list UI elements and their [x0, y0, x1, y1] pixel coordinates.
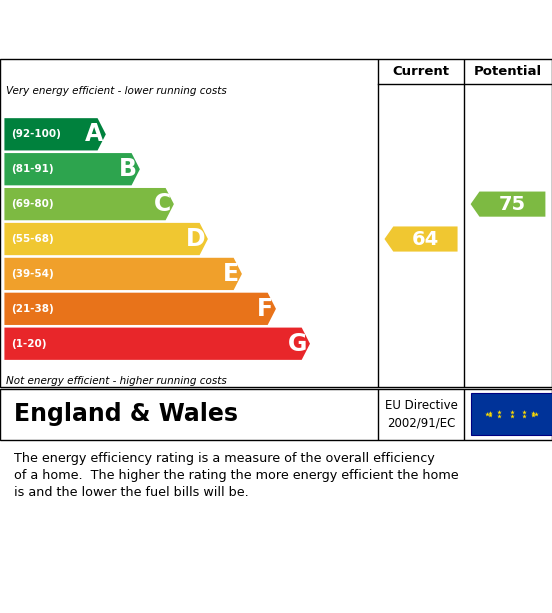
Text: The energy efficiency rating is a measure of the overall efficiency
of a home.  : The energy efficiency rating is a measur…	[14, 452, 458, 499]
Text: England & Wales: England & Wales	[14, 402, 238, 426]
Text: (21-38): (21-38)	[11, 304, 54, 314]
Polygon shape	[4, 153, 140, 185]
Polygon shape	[384, 226, 458, 251]
Text: (69-80): (69-80)	[11, 199, 54, 209]
Polygon shape	[4, 188, 174, 220]
Text: (81-91): (81-91)	[11, 164, 54, 174]
Text: E: E	[223, 262, 239, 286]
Polygon shape	[4, 292, 276, 325]
Text: A: A	[85, 123, 103, 147]
Polygon shape	[4, 118, 106, 150]
Text: C: C	[154, 192, 171, 216]
Text: (92-100): (92-100)	[11, 129, 61, 139]
Text: (55-68): (55-68)	[11, 234, 54, 244]
Text: 75: 75	[499, 194, 526, 213]
Text: (39-54): (39-54)	[11, 269, 54, 279]
Text: Current: Current	[392, 65, 449, 78]
Text: D: D	[185, 227, 205, 251]
Text: Potential: Potential	[474, 65, 542, 78]
Text: 64: 64	[412, 229, 439, 248]
Text: EU Directive
2002/91/EC: EU Directive 2002/91/EC	[385, 399, 458, 429]
Text: Not energy efficient - higher running costs: Not energy efficient - higher running co…	[6, 376, 226, 386]
Polygon shape	[4, 327, 310, 360]
Polygon shape	[4, 223, 208, 255]
Polygon shape	[4, 258, 242, 290]
Text: F: F	[257, 297, 273, 321]
Text: Energy Efficiency Rating: Energy Efficiency Rating	[14, 13, 397, 42]
Text: (1-20): (1-20)	[11, 339, 46, 349]
Text: G: G	[288, 332, 307, 356]
Text: Very energy efficient - lower running costs: Very energy efficient - lower running co…	[6, 86, 226, 96]
Bar	[471, 393, 552, 435]
Polygon shape	[471, 191, 545, 216]
Text: B: B	[119, 157, 137, 181]
